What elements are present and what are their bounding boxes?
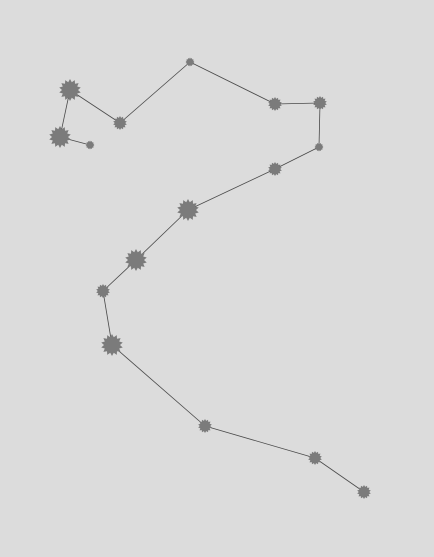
edge-n13-n14 <box>111 344 206 427</box>
node-n11[interactable] <box>125 249 147 271</box>
node-n7[interactable] <box>313 96 327 110</box>
nodes-layer <box>49 57 371 499</box>
node-n8[interactable] <box>314 142 324 152</box>
node-n5[interactable] <box>185 57 195 67</box>
node-n14[interactable] <box>198 419 212 433</box>
node-n15[interactable] <box>308 451 322 465</box>
node-n16[interactable] <box>357 485 371 499</box>
node-n4[interactable] <box>113 116 127 130</box>
edge-n5-n6 <box>189 61 276 105</box>
edge-n12-n13 <box>102 290 113 346</box>
edge-n9-n10 <box>187 168 276 211</box>
node-n1[interactable] <box>59 79 81 101</box>
node-n10[interactable] <box>177 199 199 221</box>
node-n13[interactable] <box>101 334 123 356</box>
edge-n15-n16 <box>314 457 365 493</box>
node-n9[interactable] <box>268 162 282 176</box>
edge-n4-n5 <box>119 61 191 124</box>
edge-n14-n15 <box>204 425 316 459</box>
node-n2[interactable] <box>49 126 71 148</box>
edge-n1-n4 <box>69 89 121 124</box>
node-n12[interactable] <box>96 284 110 298</box>
edge-n7-n8 <box>318 102 321 148</box>
edge-n10-n11 <box>135 209 189 261</box>
node-n6[interactable] <box>268 97 282 111</box>
node-n3[interactable] <box>85 140 95 150</box>
edge-n6-n7 <box>274 102 321 105</box>
edge-n8-n9 <box>274 146 320 170</box>
edges-layer <box>59 61 365 493</box>
